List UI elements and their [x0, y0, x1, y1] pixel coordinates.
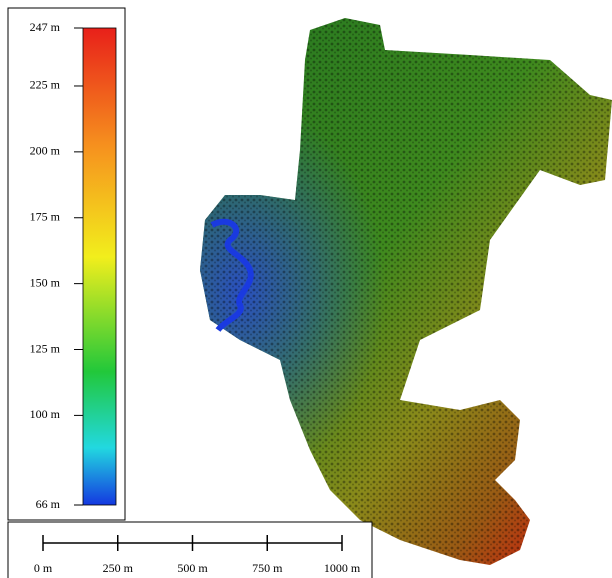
scale-tick-label: 250 m [103, 561, 134, 575]
scale-tick-label: 1000 m [324, 561, 361, 575]
page: {"legend": {"min": 66, "max": 247, "tick… [0, 0, 612, 578]
scale-tick-label: 0 m [34, 561, 53, 575]
legend-tick-label: 100 m [30, 407, 61, 421]
scale-tick-label: 500 m [177, 561, 208, 575]
legend-tick-label: 200 m [30, 144, 61, 158]
scale-tick-label: 750 m [252, 561, 283, 575]
legend-tick-label: 66 m [36, 497, 61, 511]
legend-tick-label: 125 m [30, 341, 61, 355]
legend-tick-label: 175 m [30, 209, 61, 223]
elevation-map [200, 18, 612, 565]
map-view: 247 m 225 m 200 m 175 m 150 m 125 m 100 m 66 m 0… [0, 0, 612, 578]
legend-tick-label: 225 m [30, 78, 61, 92]
legend-tick-label: 150 m [30, 275, 61, 289]
legend-tick-label: 247 m [30, 20, 61, 34]
color-bar [83, 28, 116, 505]
